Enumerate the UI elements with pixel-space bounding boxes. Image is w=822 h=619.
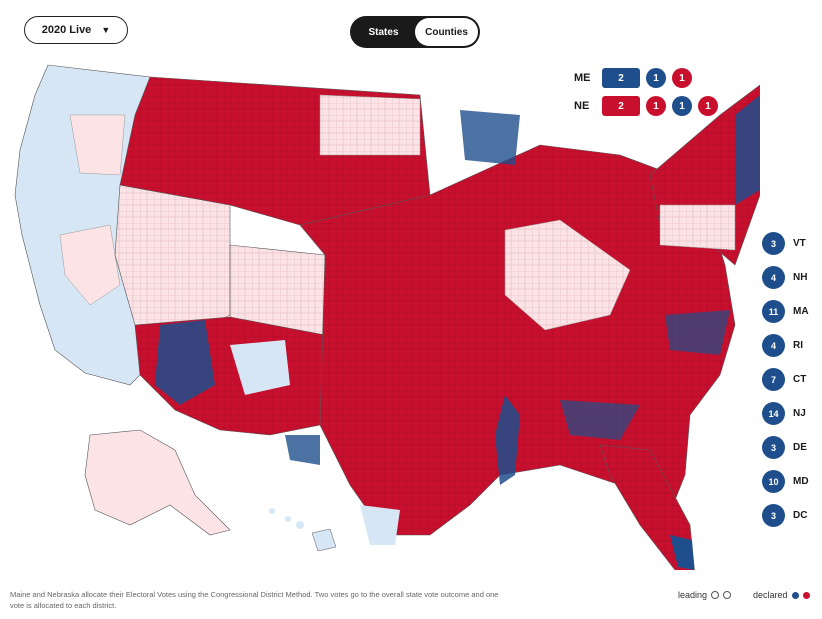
- nh-votes-badge: 4: [762, 266, 785, 289]
- dc-abbr: DC: [793, 510, 808, 521]
- state-ct[interactable]: 7 CT: [762, 368, 809, 391]
- maine-district-2-badge[interactable]: 1: [672, 68, 692, 88]
- nj-abbr: NJ: [793, 408, 806, 419]
- state-dc[interactable]: 3 DC: [762, 504, 809, 527]
- ma-votes-badge: 11: [762, 300, 785, 323]
- county-results-map[interactable]: [0, 55, 760, 570]
- leading-dem-dot-icon: [711, 591, 720, 599]
- state-de[interactable]: 3 DE: [762, 436, 809, 459]
- state-ma[interactable]: 11 MA: [762, 300, 809, 323]
- maine-statewide-badge[interactable]: 2: [602, 68, 640, 88]
- nebraska-statewide-badge[interactable]: 2: [602, 96, 640, 116]
- view-toggle[interactable]: States Counties: [350, 16, 480, 48]
- maine-district-1-badge[interactable]: 1: [646, 68, 666, 88]
- de-votes-badge: 3: [762, 436, 785, 459]
- nebraska-allocation: NE 2 1 1 1: [574, 96, 718, 116]
- declared-rep-dot-icon: [802, 591, 810, 599]
- nebraska-district-2-badge[interactable]: 1: [672, 96, 692, 116]
- legend-declared-label: declared: [753, 590, 788, 600]
- ct-abbr: CT: [793, 374, 807, 385]
- declared-dem-dot-icon: [791, 591, 799, 599]
- tab-states[interactable]: States: [368, 26, 399, 38]
- east-coast-states-list: 3 VT 4 NH 11 MA 4 RI 7 CT 14 NJ 3 DE 10 …: [762, 232, 809, 527]
- year-dropdown[interactable]: 2020 Live ▼: [24, 16, 128, 44]
- state-md[interactable]: 10 MD: [762, 470, 809, 493]
- dc-votes-badge: 3: [762, 504, 785, 527]
- year-dropdown-label: 2020 Live: [41, 24, 92, 36]
- alaska: [84, 429, 231, 536]
- state-nj[interactable]: 14 NJ: [762, 402, 809, 425]
- md-votes-badge: 10: [762, 470, 785, 493]
- ct-votes-badge: 7: [762, 368, 785, 391]
- nebraska-label: NE: [574, 100, 590, 112]
- nebraska-district-3-badge[interactable]: 1: [698, 96, 718, 116]
- vt-votes-badge: 3: [762, 232, 785, 255]
- allocation-footnote: Maine and Nebraska allocate their Electo…: [10, 590, 499, 610]
- de-abbr: DE: [793, 442, 807, 453]
- state-nh[interactable]: 4 NH: [762, 266, 809, 289]
- nh-abbr: NH: [793, 272, 808, 283]
- map-legend: leading declared: [678, 590, 810, 600]
- legend-leading-label: leading: [678, 590, 708, 600]
- nebraska-district-1-badge[interactable]: 1: [646, 96, 666, 116]
- maine-allocation: ME 2 1 1: [574, 68, 692, 88]
- state-ri[interactable]: 4 RI: [762, 334, 809, 357]
- ri-abbr: RI: [793, 340, 803, 351]
- maine-label: ME: [574, 72, 591, 84]
- nj-votes-badge: 14: [762, 402, 785, 425]
- chevron-down-icon: ▼: [101, 25, 111, 35]
- leading-rep-dot-icon: [723, 591, 732, 599]
- hawaii: [269, 508, 337, 552]
- vt-abbr: VT: [793, 238, 806, 249]
- state-vt[interactable]: 3 VT: [762, 232, 809, 255]
- ri-votes-badge: 4: [762, 334, 785, 357]
- ma-abbr: MA: [793, 306, 809, 317]
- contiguous-us: [14, 64, 760, 570]
- tab-counties[interactable]: Counties: [415, 18, 478, 46]
- md-abbr: MD: [793, 476, 809, 487]
